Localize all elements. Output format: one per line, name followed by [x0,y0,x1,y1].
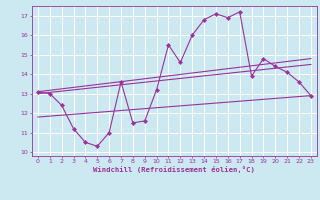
X-axis label: Windchill (Refroidissement éolien,°C): Windchill (Refroidissement éolien,°C) [93,166,255,173]
